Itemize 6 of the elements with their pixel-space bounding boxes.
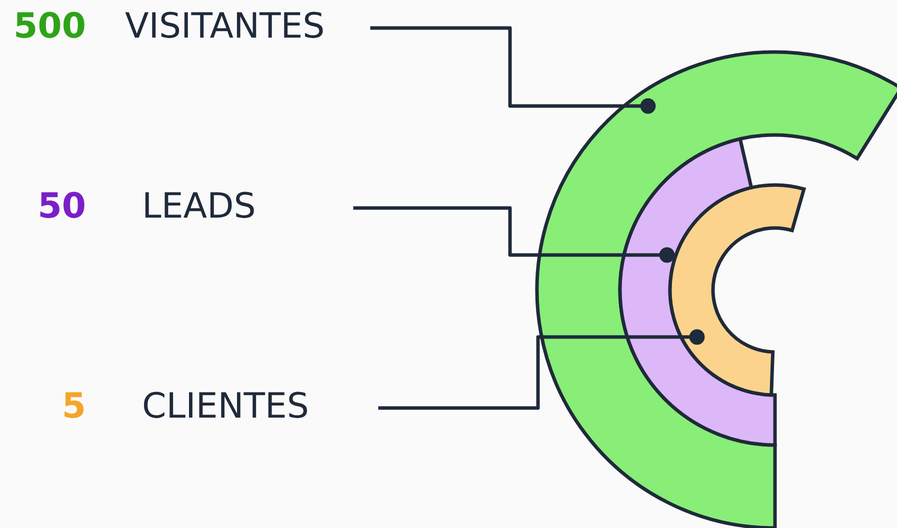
data-label: 5	[64, 392, 84, 418]
data-label: 500	[16, 12, 84, 38]
category-label: LEADS	[145, 192, 254, 218]
category-label: CLIENTES	[144, 392, 307, 418]
category-label: VISITANTES	[125, 12, 323, 38]
data-label: 50	[40, 192, 84, 218]
